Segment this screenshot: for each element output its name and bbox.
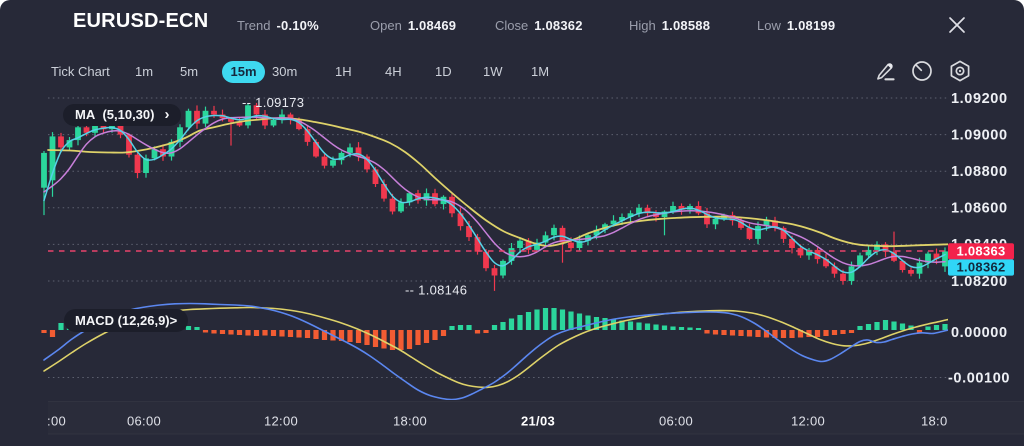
svg-text:06:00: 06:00: [659, 414, 693, 429]
svg-text:1.08600: 1.08600: [951, 201, 1008, 217]
svg-text:0.00000: 0.00000: [951, 325, 1008, 341]
svg-text:-- 1.08146: -- 1.08146: [405, 283, 467, 298]
svg-text:18:00: 18:00: [921, 414, 955, 429]
svg-text:00:00: 00:00: [32, 414, 66, 429]
svg-text:12:00: 12:00: [264, 414, 298, 429]
svg-text:06:00: 06:00: [127, 414, 161, 429]
svg-text:1.09000: 1.09000: [951, 127, 1008, 143]
svg-text:1.09200: 1.09200: [951, 91, 1008, 107]
svg-text:-0.00100: -0.00100: [948, 370, 1010, 386]
svg-text:1.08362: 1.08362: [956, 260, 1005, 275]
svg-text:1.08200: 1.08200: [951, 274, 1008, 290]
svg-text:1.08800: 1.08800: [951, 164, 1008, 180]
svg-text:1.08363: 1.08363: [956, 243, 1005, 258]
svg-text:-- 1.09173: -- 1.09173: [242, 95, 304, 110]
svg-text:21/03: 21/03: [521, 414, 555, 429]
svg-text:18:00: 18:00: [393, 414, 427, 429]
svg-text:12:00: 12:00: [791, 414, 825, 429]
